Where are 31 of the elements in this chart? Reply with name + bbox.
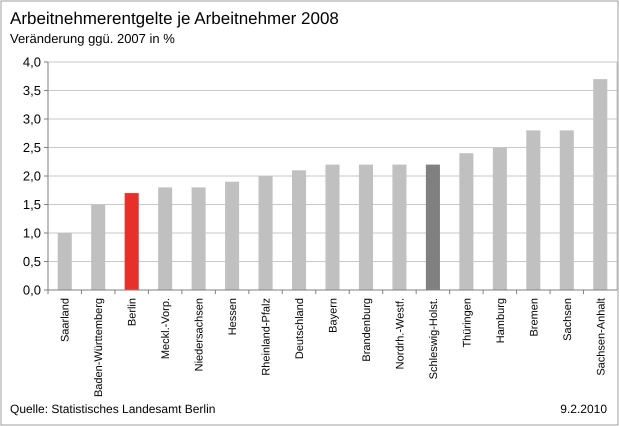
x-tick-label: Niedersachsen [194,298,206,372]
y-tick-label: 4,0 [22,54,41,70]
y-tick-label: 1,5 [22,197,41,212]
x-tick-label: Sachsen [562,298,574,341]
y-tick-label: 2,0 [22,168,41,184]
chart-subtitle: Veränderung ggü. 2007 in % [10,31,176,46]
x-tick-label: Saarland [60,298,72,342]
y-tick-label: 1,0 [22,226,41,241]
x-tick-label: Meckl.-Vorp. [160,298,172,360]
x-tick-label: Hamburg [494,298,507,344]
x-tick-label: Baden-Württemberg [93,298,106,398]
x-tick-label: Schleswig-Holst. [428,298,440,380]
chart-title: Arbeitnehmerentgelte je Arbeitnehmer 2008 [10,9,339,28]
x-tick-label: Bayern [328,298,340,333]
x-tick-label: Sachsen-Anhalt [595,298,608,376]
x-tick-label: Brandenburg [360,298,373,362]
source-note: Quelle: Statistisches Landesamt Berlin [10,402,216,416]
y-tick-label: 0,5 [22,254,41,270]
y-tick-label: 3,5 [22,83,41,98]
x-tick-label: Bremen [528,298,540,337]
x-tick-label: Thüringen [461,298,474,348]
text: 9.2.2010 [560,402,608,416]
y-tick-label: 3,0 [22,112,41,127]
y-tick-label: 2,5 [22,140,41,156]
x-tick-label: Deutschland [294,298,306,360]
bar [124,193,139,290]
x-tick-label: Rheinland-Pfalz [260,298,273,376]
x-tick-label: Hessen [227,298,240,336]
x-tick-label: Berlin [126,298,139,326]
x-tick-label: Nordrh.-Westf. [394,298,406,370]
y-tick-label: 0,0 [22,282,41,298]
